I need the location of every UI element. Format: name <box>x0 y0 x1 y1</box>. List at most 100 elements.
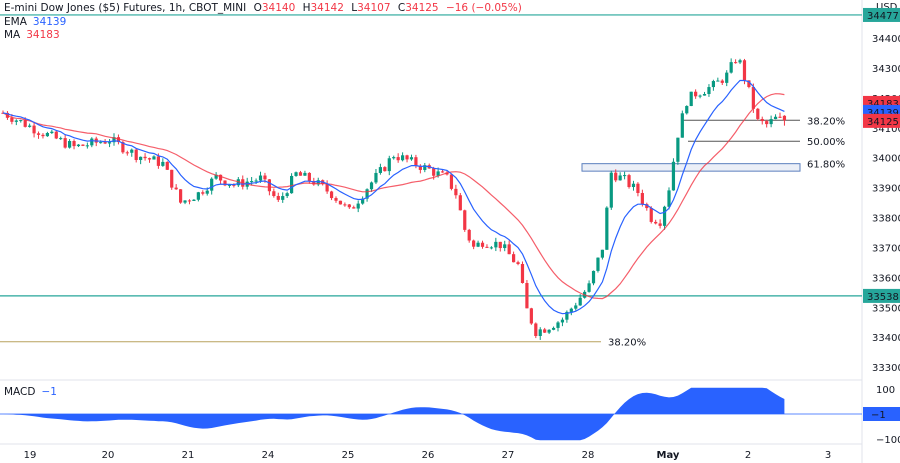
y-tick-label: 33500 <box>872 303 900 314</box>
fib-zone-box <box>581 163 801 172</box>
candle-body <box>352 207 356 209</box>
candle-body <box>272 191 276 196</box>
candle-body <box>107 142 112 144</box>
x-tick-label: 21 <box>182 450 195 461</box>
candle-body <box>698 95 702 97</box>
candle-body <box>134 149 138 160</box>
ema-value: 34139 <box>32 16 67 28</box>
tag-ema: 34139 <box>867 108 899 119</box>
candle-body <box>374 172 378 183</box>
candle-body <box>662 206 667 226</box>
candle-body <box>232 184 236 186</box>
change-value: −16 (−0.05%) <box>445 2 522 14</box>
open-value: 34140 <box>261 2 296 14</box>
candle-body <box>671 161 676 191</box>
candle-body <box>125 152 129 154</box>
candle-body <box>290 175 294 194</box>
candle-body <box>201 192 205 194</box>
fib-label-61: 61.80% <box>807 160 845 171</box>
candle-body <box>605 207 609 250</box>
y-tick-label: 33400 <box>872 333 900 344</box>
candle-body <box>520 263 525 283</box>
candle-body <box>81 144 85 146</box>
candle-body <box>569 308 573 312</box>
candle-body <box>396 157 400 161</box>
candle-body <box>494 241 498 248</box>
candle-body <box>756 108 760 119</box>
candle-body <box>618 175 622 181</box>
candle-body <box>503 244 507 249</box>
low-value: 34107 <box>357 2 391 14</box>
tag-top-bg <box>863 7 900 22</box>
y-tick-label: 34000 <box>872 154 900 165</box>
candle-body <box>316 180 320 185</box>
candle-body <box>214 174 218 179</box>
candle-body <box>716 80 720 82</box>
candle-body <box>485 246 489 248</box>
candle-body <box>773 116 778 120</box>
y-tick-label: 33900 <box>872 184 900 195</box>
candle-body <box>551 327 556 330</box>
candle-body <box>23 120 27 127</box>
ma-legend[interactable]: MA 34183 <box>4 29 60 41</box>
ema-legend[interactable]: EMA 34139 <box>4 16 66 28</box>
candle-body <box>538 329 542 336</box>
tag-macd-bg <box>863 407 900 421</box>
candle-body <box>267 179 271 192</box>
tag-top: 34477 <box>867 11 899 22</box>
high-label: H <box>302 2 311 14</box>
candle-body <box>782 115 787 121</box>
candle-body <box>68 141 72 148</box>
candle-body <box>401 155 405 161</box>
candle-body <box>432 168 436 176</box>
candle-body <box>161 161 165 166</box>
candle-body <box>489 247 493 249</box>
ma-line <box>2 93 785 300</box>
candle-body <box>547 329 551 333</box>
candle-body <box>156 156 160 166</box>
candle-body <box>254 180 258 182</box>
close-label: C <box>397 2 406 14</box>
candle-body <box>365 189 369 199</box>
candle-body <box>152 156 156 160</box>
candle-body <box>174 187 178 190</box>
candle-body <box>218 174 223 181</box>
candle-body <box>347 204 351 208</box>
candle-body <box>747 80 751 88</box>
candle-body <box>454 188 458 196</box>
candle-body <box>436 171 440 176</box>
candle-body <box>307 172 311 181</box>
candle-body <box>63 138 67 148</box>
candle-body <box>423 165 427 170</box>
low-label: L <box>351 2 358 14</box>
candle-body <box>329 191 334 199</box>
candle-body <box>90 138 94 146</box>
candle-body <box>516 262 520 264</box>
fib-label-50: 50.00% <box>807 137 845 148</box>
candle-body <box>147 158 152 160</box>
candle-body <box>614 172 618 181</box>
candle-body <box>476 242 480 247</box>
candle-body <box>112 137 116 143</box>
candle-body <box>361 198 365 204</box>
candle-body <box>680 113 684 138</box>
x-tick-label: 26 <box>422 450 435 461</box>
candle-body <box>525 282 529 309</box>
candle-body <box>556 322 560 328</box>
candle-body <box>334 198 338 201</box>
fib-label-38: 38.20% <box>807 116 845 127</box>
candle-body <box>480 242 485 247</box>
fib-label-lower-38: 38.20% <box>608 338 646 349</box>
candle-body <box>640 193 644 205</box>
candle-body <box>28 125 32 127</box>
y-tick-label: 33300 <box>872 363 900 374</box>
candle-body <box>263 175 267 180</box>
candle-body <box>778 116 782 118</box>
candle-body <box>298 172 303 176</box>
x-tick-label: 25 <box>342 450 355 461</box>
macd-legend[interactable]: MACD −1 <box>4 386 57 398</box>
candle-body <box>45 133 49 137</box>
candle-body <box>667 190 671 207</box>
x-tick-label: 20 <box>102 450 115 461</box>
